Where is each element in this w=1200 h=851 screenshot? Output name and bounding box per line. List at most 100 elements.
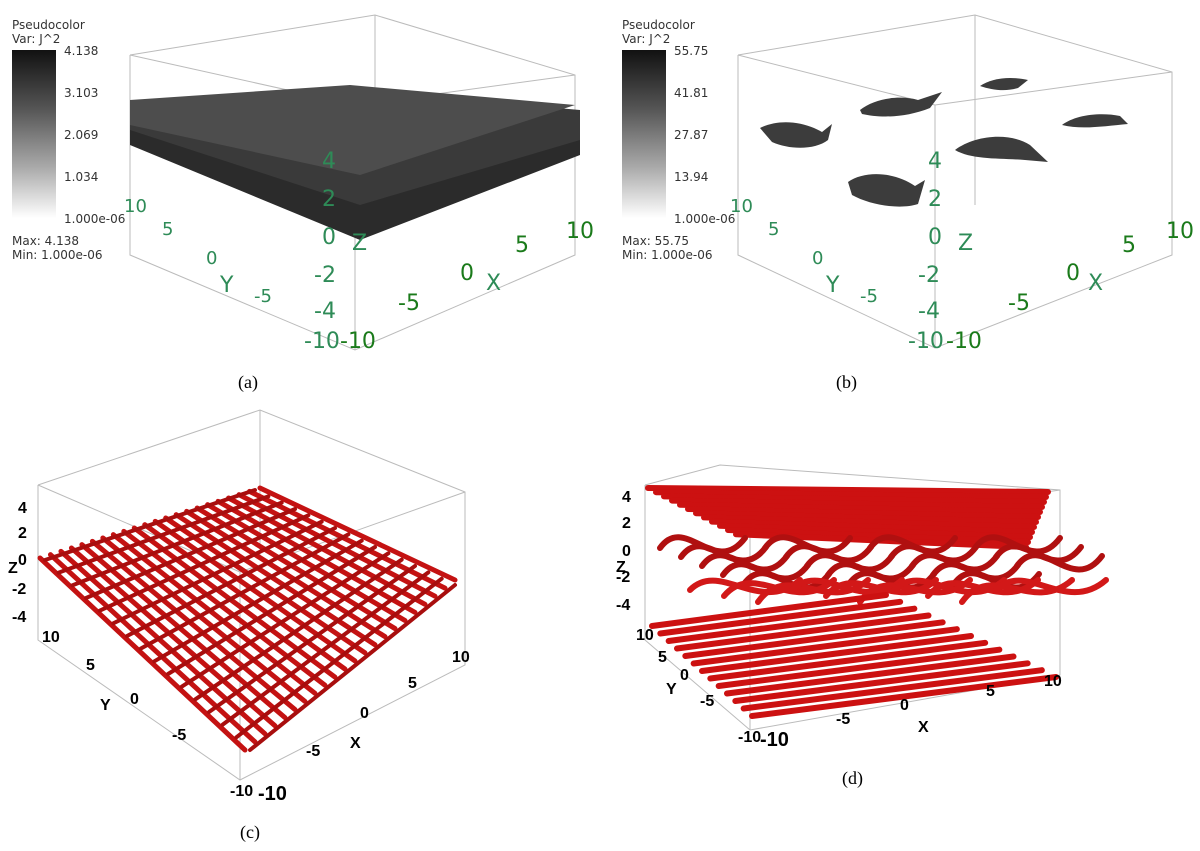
field-line <box>715 646 1003 689</box>
axis-label-y: Y <box>100 697 111 714</box>
field-line <box>184 508 388 640</box>
x-tick: 10 <box>1166 219 1194 244</box>
z-tick: -2 <box>616 569 630 586</box>
blob <box>848 174 925 207</box>
field-line <box>194 505 398 632</box>
plot-3d-b: Z Y X 4 2 0 -2 -4 -10 10 5 0 -5 -10 -5 0… <box>730 14 1194 354</box>
x-tick: 5 <box>515 233 529 258</box>
field-line <box>732 660 1031 704</box>
caption-b: (b) <box>836 372 857 392</box>
current-sheet <box>130 85 580 240</box>
z-tick: -2 <box>314 263 336 288</box>
z-tick: 2 <box>322 187 336 212</box>
field-line <box>690 626 960 667</box>
legend-min: Min: 1.000e-06 <box>622 248 713 262</box>
axis-label-x: X <box>1088 271 1103 296</box>
y-tick: 0 <box>680 667 689 684</box>
legend-tick: 3.103 <box>64 86 99 100</box>
z-tick: 4 <box>322 149 336 174</box>
y-tick: 10 <box>636 627 654 644</box>
colorbar <box>12 50 56 218</box>
legend-var: Var: J^2 <box>622 32 671 46</box>
field-line <box>70 500 284 588</box>
field-line <box>97 513 311 613</box>
y-tick: -10 <box>738 729 761 746</box>
field-line <box>717 522 1033 540</box>
field-line <box>740 667 1045 712</box>
field-line <box>173 512 378 648</box>
caption-a: (a) <box>238 372 258 392</box>
plot-3d-c: Z Y X 4 2 0 -2 -4 10 5 0 -5 -10 -10 -5 0… <box>8 409 470 805</box>
y-tick: 5 <box>86 657 95 674</box>
x-tick: 5 <box>1122 233 1136 258</box>
axis-label-y: Y <box>219 273 234 298</box>
colorbar-legend-b: Pseudocolor Var: J^2 55.75 41.81 27.87 1… <box>622 18 735 262</box>
z-tick: 4 <box>928 149 942 174</box>
field-line <box>693 510 1039 525</box>
axis-label-y: Y <box>825 273 840 298</box>
y-tick: 5 <box>768 219 779 240</box>
y-tick: -5 <box>254 286 272 307</box>
x-tick: -5 <box>836 711 850 728</box>
y-tick: -10 <box>230 783 253 800</box>
panel-a: Pseudocolor Var: J^2 4.138 3.103 2.069 1… <box>0 0 600 400</box>
legend-tick: 55.75 <box>674 44 709 58</box>
field-lines-c <box>37 485 458 753</box>
field-lines-bottom <box>649 592 1059 719</box>
field-line <box>220 570 431 727</box>
legend-title: Pseudocolor <box>622 18 695 32</box>
field-line <box>682 619 946 659</box>
x-tick: -5 <box>1008 291 1030 316</box>
legend-title: Pseudocolor <box>12 18 85 32</box>
x-tick: 10 <box>566 219 594 244</box>
blob <box>760 122 832 148</box>
field-line <box>236 492 438 599</box>
y-tick: 0 <box>812 248 823 269</box>
field-line <box>131 525 338 680</box>
z-tick: -4 <box>12 609 26 626</box>
axis-label-x: X <box>350 735 361 752</box>
z-tick: 4 <box>622 489 631 506</box>
field-lines-top <box>645 485 1051 550</box>
field-line <box>37 555 248 753</box>
legend-tick: 1.000e-06 <box>674 212 736 226</box>
field-line <box>152 518 358 664</box>
z-tick: 2 <box>622 515 631 532</box>
field-line <box>163 515 368 656</box>
y-tick: 5 <box>162 219 173 240</box>
blob <box>860 92 942 117</box>
x-tick: -10 <box>258 783 287 805</box>
z-tick: 0 <box>928 225 942 250</box>
field-line <box>100 535 308 704</box>
y-tick: 10 <box>42 629 60 646</box>
field-line <box>179 551 391 689</box>
field-line <box>685 506 1041 520</box>
field-line <box>645 485 1051 495</box>
field-line <box>226 495 428 607</box>
field-line <box>43 488 257 562</box>
field-line <box>699 633 974 674</box>
y-tick: -5 <box>172 727 186 744</box>
x-tick: -5 <box>306 743 320 760</box>
y-tick: -5 <box>860 286 878 307</box>
field-line <box>709 518 1035 535</box>
field-line <box>257 485 458 583</box>
field-line <box>125 526 337 638</box>
field-line <box>121 528 328 688</box>
field-line <box>674 612 932 652</box>
caption-d: (d) <box>842 768 863 788</box>
legend-tick: 13.94 <box>674 170 709 184</box>
field-line <box>661 493 1047 505</box>
axis-label-z: Z <box>8 560 18 577</box>
field-line <box>701 514 1037 530</box>
z-tick: -10 <box>304 329 340 354</box>
blob <box>980 78 1028 91</box>
field-line <box>193 557 404 702</box>
field-line <box>725 527 1031 545</box>
z-tick: -4 <box>918 299 940 324</box>
field-line <box>665 605 918 644</box>
x-tick: 5 <box>986 683 995 700</box>
axis-label-z: Z <box>958 231 973 256</box>
legend-tick: 41.81 <box>674 86 709 100</box>
legend-min: Min: 1.000e-06 <box>12 248 103 262</box>
